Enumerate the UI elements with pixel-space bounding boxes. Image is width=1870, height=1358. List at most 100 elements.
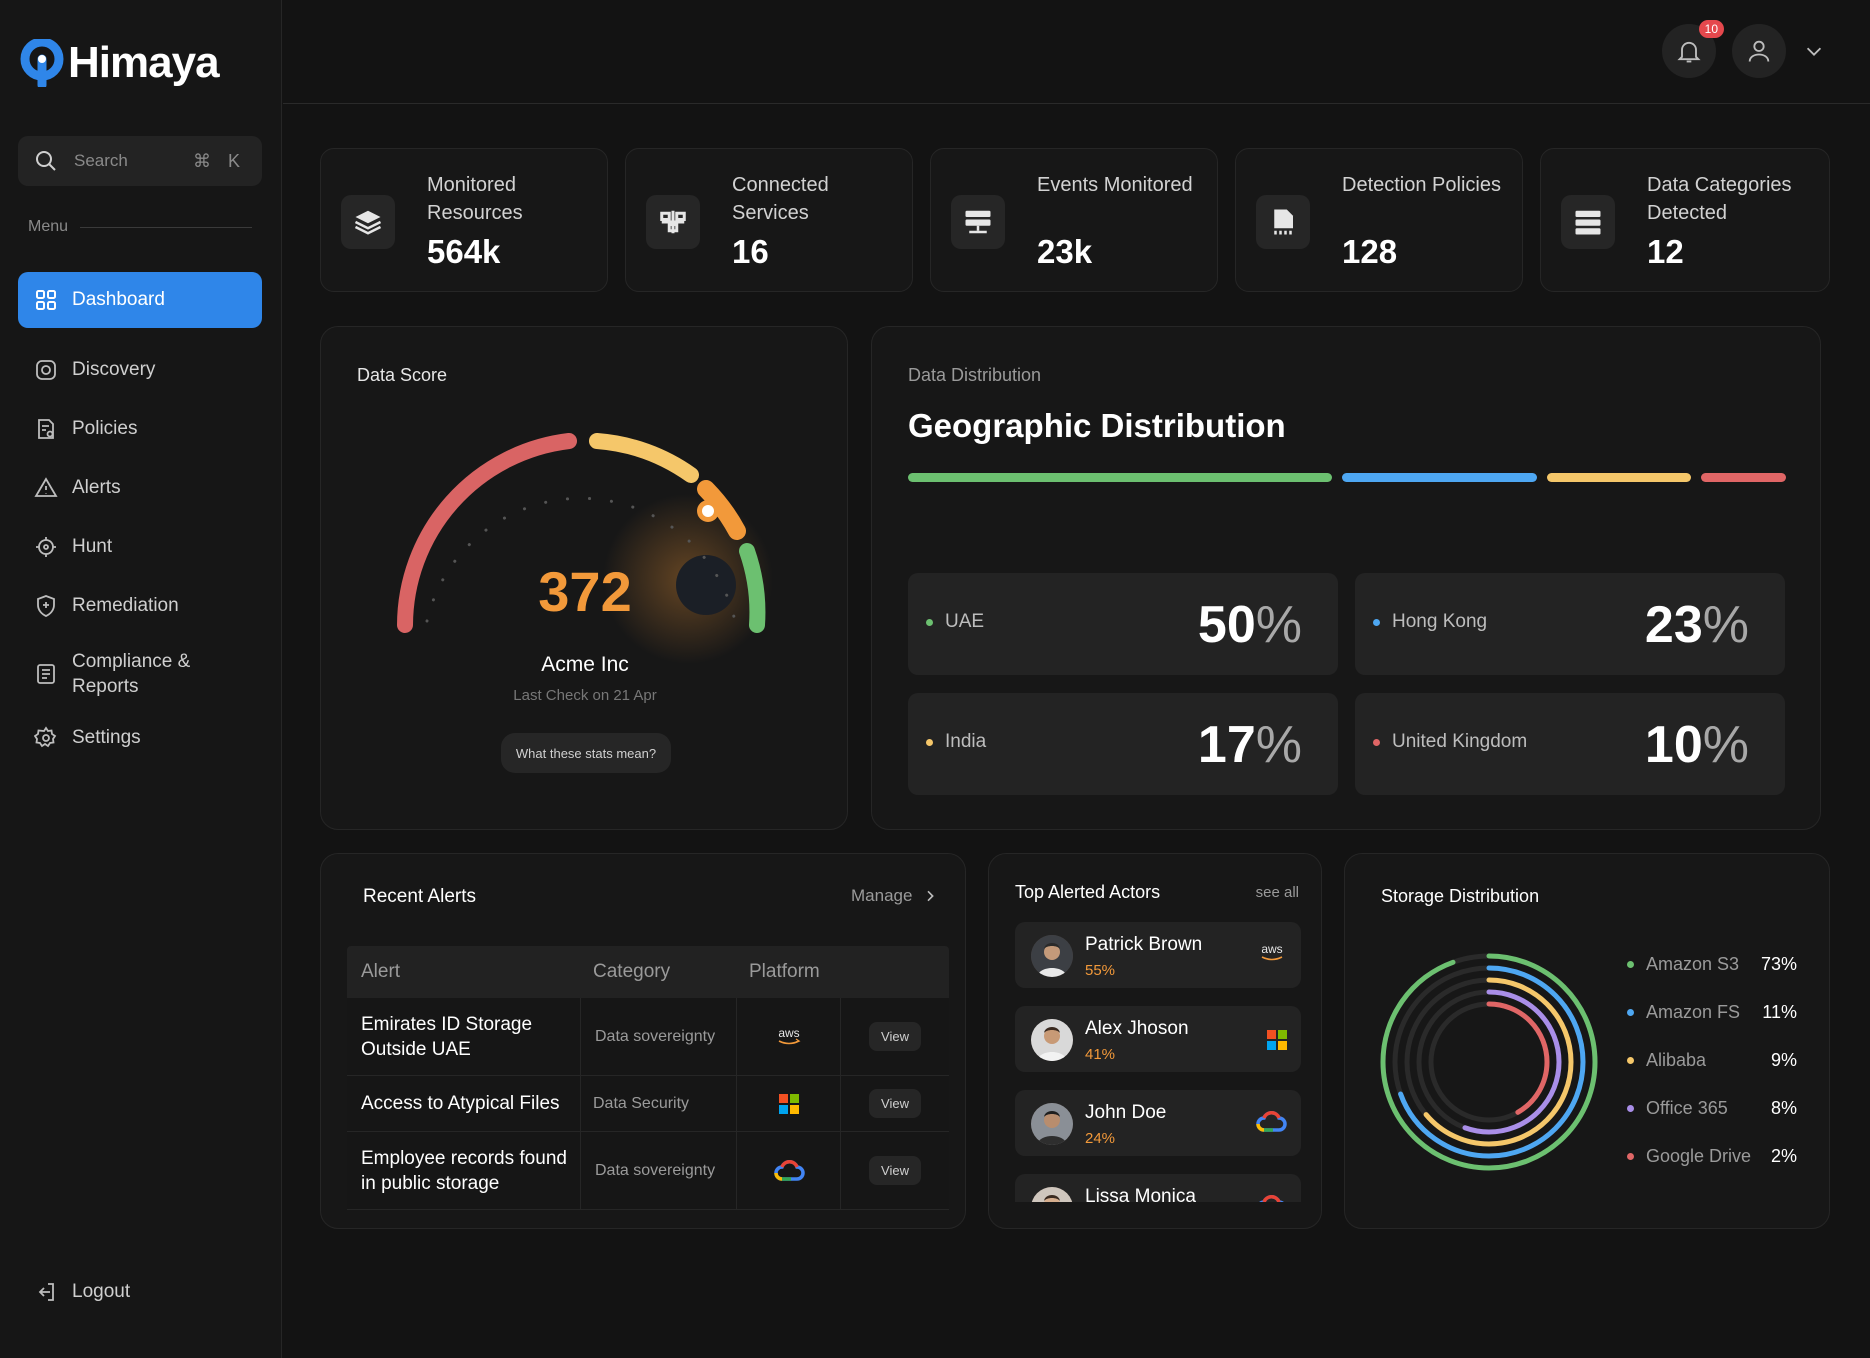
geo-percent: 10%: [1645, 715, 1749, 775]
alert-category: Data Security: [581, 1076, 737, 1131]
alert-name: Employee records found in public storage: [347, 1132, 581, 1209]
sidebar-item-dashboard[interactable]: Dashboard: [18, 272, 262, 328]
search-input[interactable]: Search ⌘ K: [18, 136, 262, 186]
notification-badge: 10: [1698, 20, 1724, 38]
gauge-shadow: [676, 555, 736, 615]
person-avatar-icon: [1031, 1187, 1073, 1202]
sidebar-item-settings[interactable]: Settings: [18, 710, 262, 766]
sidebar-item-label: Settings: [72, 727, 141, 748]
legend-dot: [926, 738, 933, 746]
see-all-link[interactable]: see all: [1255, 884, 1299, 901]
geo-percent: 50%: [1198, 595, 1302, 655]
actor-percent: 24%: [1085, 1130, 1116, 1147]
legend-dot: [1627, 1009, 1634, 1016]
person-avatar-icon: [1031, 1103, 1073, 1145]
notifications-button[interactable]: 10: [1662, 20, 1724, 78]
view-button[interactable]: View: [869, 1022, 921, 1051]
network-icon: [660, 210, 686, 234]
legend-value: 8%: [1770, 1098, 1797, 1118]
percent-sign: %: [1702, 596, 1749, 654]
table-row[interactable]: Access to Atypical Files Data Security V…: [347, 1076, 949, 1132]
table-row[interactable]: Emirates ID Storage Outside UAE Data sov…: [347, 998, 949, 1076]
action-cell: View: [841, 1132, 949, 1209]
legend-value: 73%: [1760, 954, 1797, 974]
geo-distribution-bar: [908, 473, 1786, 483]
geo-name: India: [926, 731, 986, 753]
sidebar-item-label: Policies: [72, 418, 138, 439]
help-button[interactable]: What these stats mean?: [501, 733, 671, 773]
stat-label: Data Categories Detected: [1647, 174, 1792, 224]
score-value: 372: [538, 560, 632, 623]
gear-icon: [34, 726, 57, 748]
legend-label: Google Drive: [1646, 1146, 1752, 1166]
card-title: Data Score: [357, 365, 448, 385]
geo-bar-segment: [908, 473, 1332, 482]
geo-tile-united-kingdom: United Kingdom 10%: [1355, 693, 1785, 795]
logo[interactable]: Himaya: [20, 38, 220, 88]
geo-distribution-card: Data Distribution Geographic Distributio…: [871, 326, 1821, 830]
column-header: Category: [593, 961, 671, 982]
legend-dot: [1627, 1153, 1634, 1160]
actor-item[interactable]: John Doe 24%: [1015, 1090, 1301, 1156]
microsoft-icon: [1267, 1030, 1287, 1050]
actor-name: John Doe: [1085, 1102, 1167, 1123]
stat-card-connected-services[interactable]: Connected Services 16: [625, 148, 913, 292]
legend-label: Amazon S3: [1646, 954, 1740, 974]
sidebar-item-hunt[interactable]: Hunt: [18, 519, 262, 575]
stat-card-events-monitored[interactable]: Events Monitored 23k: [930, 148, 1218, 292]
recent-alerts-card: Recent Alerts Manage Alert Category Plat…: [320, 853, 966, 1229]
geo-tile-uae: UAE 50%: [908, 573, 1338, 675]
actor-item[interactable]: Alex Jhoson 41%: [1015, 1006, 1301, 1072]
alerts-table: Alert Category Platform Emirates ID Stor…: [347, 946, 949, 1210]
legend-item: Amazon S3 73%: [1627, 954, 1797, 975]
geo-bar-segment: [1342, 473, 1538, 482]
stat-card-data-categories[interactable]: Data Categories Detected 12: [1540, 148, 1830, 292]
stat-card-detection-policies[interactable]: Detection Policies 128: [1235, 148, 1523, 292]
sidebar-item-remediation[interactable]: Remediation: [18, 578, 262, 634]
person-avatar-icon: [1031, 935, 1073, 977]
manage-link[interactable]: Manage: [851, 886, 938, 906]
sidebar-item-policies[interactable]: Policies: [18, 401, 262, 457]
stat-card-monitored-resources[interactable]: Monitored Resources 564k: [320, 148, 608, 292]
actor-item[interactable]: Patrick Brown 55% aws: [1015, 922, 1301, 988]
sidebar-item-alerts[interactable]: Alerts: [18, 460, 262, 516]
geo-tile-hong-kong: Hong Kong 23%: [1355, 573, 1785, 675]
legend-value: 9%: [1770, 1050, 1797, 1070]
user-avatar-button[interactable]: [1732, 24, 1786, 78]
gauge-green-segment: [739, 543, 766, 633]
geo-name-text: Hong Kong: [1392, 611, 1488, 632]
shield-icon: [37, 595, 55, 617]
percent-sign: %: [1255, 716, 1302, 774]
geo-name-text: United Kingdom: [1392, 731, 1528, 752]
menu-label-text: Menu: [28, 218, 69, 235]
person-avatar-icon: [1031, 1019, 1073, 1061]
ring-amazon-fs: [1392, 965, 1586, 1159]
legend-item: Alibaba 9%: [1627, 1050, 1797, 1071]
legend-label: Office 365: [1646, 1098, 1728, 1118]
sidebar-item-label: Discovery: [72, 359, 156, 380]
divider: [80, 226, 252, 228]
stat-value: 12: [1647, 233, 1684, 270]
legend-value: 11%: [1762, 1002, 1797, 1022]
policies-icon: [38, 419, 54, 439]
geo-name-text: India: [945, 731, 987, 752]
view-button[interactable]: View: [869, 1156, 921, 1185]
gauge-yellow-segment: [589, 433, 699, 483]
platform-cell: [737, 1076, 841, 1131]
manage-label: Manage: [851, 886, 913, 905]
view-button[interactable]: View: [869, 1089, 921, 1118]
logo-icon: [20, 39, 64, 87]
actor-item[interactable]: Lissa Monica: [1015, 1174, 1301, 1202]
layers-icon: [354, 210, 382, 235]
sidebar-item-compliance-reports[interactable]: Compliance & Reports: [18, 644, 262, 704]
stat-icon-box: [951, 195, 1005, 249]
google-cloud-icon: [773, 1159, 805, 1181]
sidebar-item-discovery[interactable]: Discovery: [18, 342, 262, 398]
stat-value: 23k: [1037, 233, 1093, 270]
chevron-down-icon[interactable]: [1803, 40, 1825, 62]
logout-button[interactable]: Logout: [18, 1264, 262, 1320]
table-row[interactable]: Employee records found in public storage…: [347, 1132, 949, 1210]
legend-item: Google Drive 2%: [1627, 1146, 1797, 1167]
document-icon: [1274, 209, 1293, 235]
alert-category: Data sovereignty: [581, 998, 737, 1075]
